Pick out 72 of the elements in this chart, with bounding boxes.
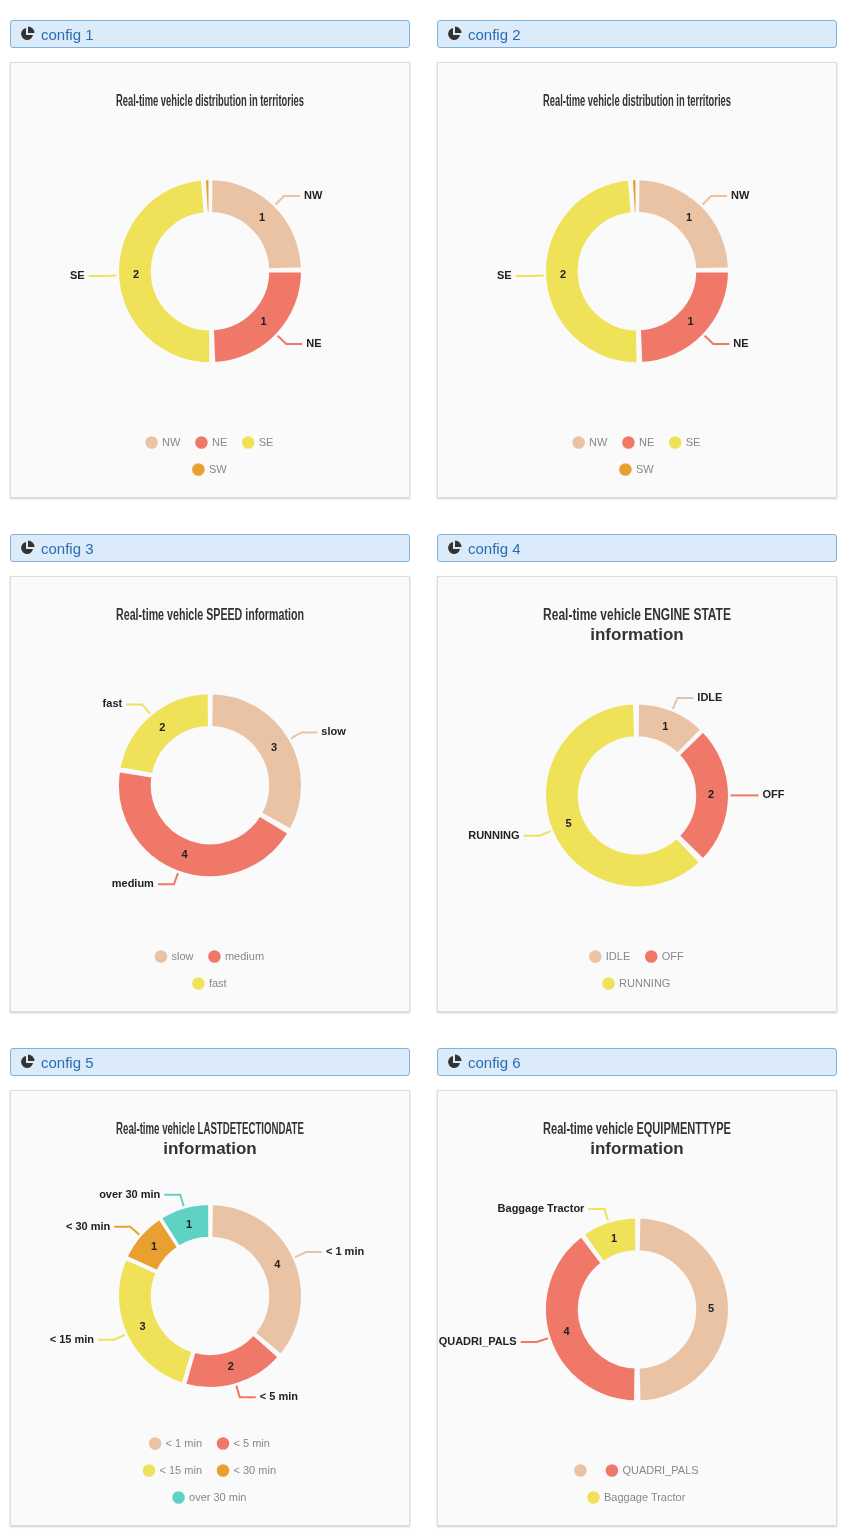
data-label: 1: [662, 719, 669, 732]
chart-title: Real-time vehicle LASTDETECTIONDATE information: [116, 1117, 304, 1159]
chart-title: Real-time vehicle distribution in territories: [116, 91, 305, 110]
legend-label: SW: [208, 462, 228, 475]
data-label: 1: [687, 315, 694, 328]
slice-label: OFF: [762, 788, 785, 801]
slice-label: SE: [496, 269, 512, 282]
legend-label: medium: [224, 949, 265, 962]
data-label: 2: [708, 788, 715, 801]
slice-label: NW: [731, 189, 750, 202]
slice-label: < 15 min: [49, 1332, 95, 1345]
legend-label: OFF: [661, 949, 685, 962]
legend-label: < 15 min: [159, 1463, 202, 1476]
text: config 2: [468, 25, 521, 43]
slice-label: SE: [69, 269, 85, 282]
slice-label: NE: [733, 337, 749, 350]
chart-title: Real-time vehicle ENGINE STATE information: [543, 604, 732, 645]
data-label: 4: [181, 847, 189, 860]
data-label: 1: [258, 211, 266, 224]
data-label: 3: [139, 1319, 146, 1332]
data-label: 1: [611, 1231, 618, 1244]
data-label: 5: [708, 1302, 715, 1315]
data-label: 1: [260, 315, 267, 328]
text: config 5: [41, 1053, 94, 1071]
legend-label: NW: [162, 435, 182, 448]
slice-label: NE: [306, 337, 322, 350]
legend-label: NE: [638, 435, 655, 448]
slice-label: medium: [111, 877, 155, 890]
legend-label: SE: [685, 435, 701, 448]
data-label: 1: [186, 1217, 193, 1230]
legend-label: SE: [258, 435, 274, 448]
slice-label: < 1 min: [325, 1245, 365, 1258]
slice-label: < 30 min: [65, 1219, 111, 1232]
chart-title: Real-time vehicle EQUIPMENTTYPE information: [543, 1118, 731, 1159]
legend-label: < 5 min: [233, 1436, 270, 1449]
slice-label: QUADRI_PALS: [438, 1335, 517, 1348]
legend-label: over 30 min: [189, 1490, 247, 1503]
legend-label: fast: [208, 976, 227, 989]
slice-label: < 5 min: [259, 1390, 299, 1403]
text: config 1: [41, 25, 94, 43]
legend-label: NW: [589, 435, 609, 448]
legend-label: slow: [171, 949, 194, 962]
chart-title: Real-time vehicle SPEED information: [116, 604, 304, 624]
chart-title: Real-time vehicle distribution in territories: [543, 91, 732, 110]
text: config 3: [41, 539, 94, 557]
legend-label: QUADRI_PALS: [622, 1463, 699, 1476]
data-label: 4: [274, 1258, 282, 1271]
legend-label: SW: [635, 462, 655, 475]
slice-label: RUNNING: [468, 828, 520, 841]
slice-label: fast: [102, 697, 123, 710]
slice-label: Baggage Tractor: [497, 1202, 586, 1215]
data-label: 1: [150, 1240, 158, 1253]
data-label: 2: [227, 1360, 234, 1373]
legend-label: RUNNING: [619, 976, 671, 989]
data-label: 5: [565, 816, 572, 829]
legend-label: < 1 min: [165, 1436, 203, 1449]
text: config 6: [468, 1053, 521, 1071]
legend-label: IDLE: [605, 949, 631, 962]
slice-label: over 30 min: [99, 1187, 161, 1200]
slice-label: slow: [321, 725, 347, 738]
slice-label: IDLE: [697, 690, 723, 703]
data-label: 3: [271, 741, 278, 754]
text: config 4: [468, 539, 521, 557]
data-label: 2: [132, 267, 140, 280]
data-label: 1: [685, 211, 693, 224]
legend-label: Baggage Tractor: [603, 1490, 686, 1503]
data-label: 2: [159, 721, 166, 734]
legend-label: < 30 min: [233, 1463, 276, 1476]
data-label: 2: [559, 267, 567, 280]
slice-label: NW: [304, 189, 323, 202]
legend-label: NE: [211, 435, 228, 448]
data-label: 4: [563, 1325, 571, 1338]
